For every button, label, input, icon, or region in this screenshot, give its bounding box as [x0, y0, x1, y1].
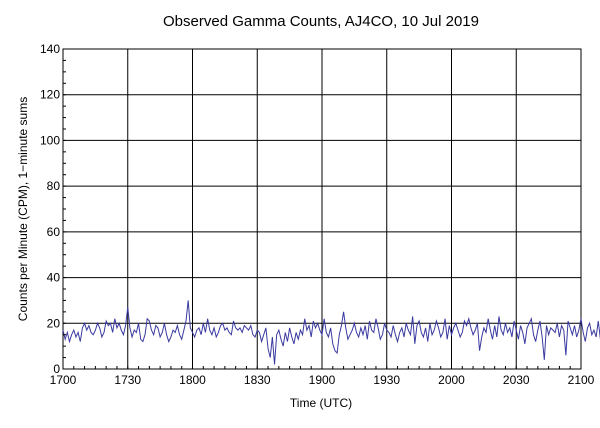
- chart-title: Observed Gamma Counts, AJ4CO, 10 Jul 201…: [163, 13, 479, 30]
- x-tick-label: 2100: [568, 373, 595, 387]
- grid-lines: [62, 48, 582, 370]
- x-tick-label: 1700: [50, 373, 77, 387]
- x-tick-label: 1930: [373, 373, 400, 387]
- x-tick-label: 1800: [179, 373, 206, 387]
- series-group: [62, 300, 600, 365]
- y-tick-label: 120: [40, 88, 60, 102]
- y-tick-label: 140: [40, 42, 60, 56]
- x-tick-label: 1730: [114, 373, 141, 387]
- x-axis-label: Time (UTC): [290, 396, 352, 410]
- x-axis-ticks: 1700 1730 1800 1830 1900 1930 2000 2030 2100: [50, 366, 595, 387]
- series-line: [62, 300, 600, 365]
- y-axis-label: Counts per Minute (CPM), 1−minute sums: [16, 97, 30, 321]
- y-tick-label: 60: [47, 225, 61, 239]
- y-tick-label: 40: [47, 271, 61, 285]
- y-tick-label: 20: [47, 316, 61, 330]
- y-tick-label: 100: [40, 133, 60, 147]
- y-axis-ticks: 0 20 40 60 80 100 120 140: [40, 42, 66, 376]
- x-tick-label: 1830: [244, 373, 271, 387]
- y-tick-label: 80: [47, 179, 61, 193]
- y-tick-label: 0: [53, 362, 60, 376]
- x-tick-label: 2030: [503, 373, 530, 387]
- x-tick-label: 1900: [309, 373, 336, 387]
- x-tick-label: 2000: [438, 373, 465, 387]
